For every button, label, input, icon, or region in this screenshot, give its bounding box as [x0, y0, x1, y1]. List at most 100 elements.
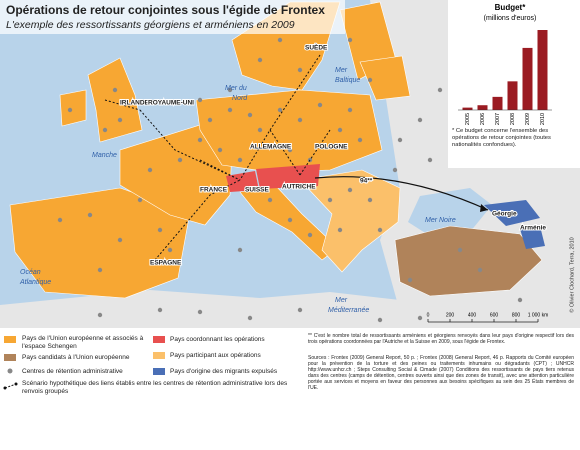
centre-dot: [257, 57, 263, 63]
detention-centres: [57, 37, 523, 323]
scale-label: 600: [490, 312, 499, 318]
country-label: ESPAGNE: [150, 260, 182, 267]
centre-dot: [197, 309, 203, 315]
centre-dot: [287, 217, 293, 223]
centre-dot: [337, 127, 343, 133]
sea-label: Méditerranée: [328, 307, 369, 314]
scale-bar: 0 200 400 600 800 1 000 km: [427, 312, 548, 323]
legend-text: Pays de l'Union européenne et associés à…: [22, 335, 144, 350]
centre-dot: [297, 67, 303, 73]
scale-label: 200: [446, 312, 455, 318]
centre-dot: [367, 197, 373, 203]
sea-label: Baltique: [335, 77, 360, 84]
chart-subtitle: (millions d'euros): [484, 15, 537, 22]
centre-dot: [377, 317, 383, 323]
centre-dot: [227, 87, 233, 93]
title: Opérations de retour conjointes sous l'é…: [6, 3, 325, 17]
centre-dot: [347, 37, 353, 43]
centre-dot: [57, 217, 63, 223]
centre-dot: [287, 147, 293, 153]
x-tick-label: 2010: [540, 113, 546, 125]
centre-dot: [137, 197, 143, 203]
centre-dot: [257, 127, 263, 133]
centre-dot: [197, 137, 203, 143]
centre-dot: [87, 212, 93, 218]
bar: [477, 105, 488, 110]
sea-label: Océan: [20, 269, 41, 276]
centre-dot: [357, 137, 363, 143]
legend-text: Scénario hypothétique des liens établis …: [22, 380, 288, 395]
centre-dot: [347, 187, 353, 193]
centre-dot: [97, 267, 103, 273]
legend-text: Centres de rétention administrative: [22, 368, 123, 375]
bar: [492, 96, 503, 110]
centre-dot: [477, 267, 483, 273]
swatch: [4, 336, 16, 343]
centre-dot: [197, 97, 203, 103]
country-label: AUTRICHE: [282, 184, 316, 191]
centre-dot: [267, 197, 273, 203]
centre-dot: [297, 117, 303, 123]
country-label: ROYAUME-UNI: [148, 100, 194, 107]
country-label: Géorgie: [492, 211, 517, 218]
centre-dot: [277, 37, 283, 43]
arrow-head: [480, 204, 488, 212]
scale-label: 800: [512, 312, 521, 318]
country-label: SUÈDE: [305, 43, 328, 52]
routes: [104, 54, 331, 261]
centre-dot: [117, 237, 123, 243]
centre-dot: [392, 167, 398, 173]
sea-label: Mer Noire: [425, 217, 456, 224]
centre-dot: [147, 167, 153, 173]
centre-dot: [347, 107, 353, 113]
x-tick-label: 2007: [495, 113, 501, 125]
sea-label: Nord: [232, 95, 248, 102]
legend-text: Pays d'origine des migrants expulsés: [170, 368, 278, 375]
sea-label: Mer: [335, 67, 348, 74]
sea-label: Mer du: [225, 85, 247, 92]
legend-dash: [4, 383, 17, 389]
centre-dot: [207, 117, 213, 123]
bar: [537, 30, 548, 110]
credit: © Olivier Clochard, Terra, 2010: [568, 237, 575, 312]
centre-dot: [167, 247, 173, 253]
centre-dot: [237, 247, 243, 253]
land-africa: [0, 290, 580, 328]
centre-dot: [112, 87, 118, 93]
swatch: [153, 368, 165, 375]
x-tick-label: 2005: [465, 113, 471, 125]
bar: [522, 47, 533, 110]
footnote: ** C'est le nombre total de ressortissan…: [308, 333, 574, 345]
centre-dot: [97, 312, 103, 318]
participant-countries: [299, 169, 401, 273]
georgia: [484, 200, 540, 226]
route-arrow: [314, 176, 489, 211]
black-sea: [408, 188, 492, 236]
centre-dot: [102, 127, 108, 133]
centre-dot: [247, 112, 253, 118]
sources: Sources : Frontex (2009) General Report,…: [308, 355, 574, 391]
centre-dot: [517, 297, 523, 303]
bar: [507, 81, 518, 110]
centre-dot: [437, 87, 443, 93]
country-label: POLOGNE: [315, 144, 348, 151]
centre-dot: [377, 227, 383, 233]
centre-dot: [367, 77, 373, 83]
centre-dot: [297, 307, 303, 313]
centre-dot: [117, 117, 123, 123]
scale-label: 400: [468, 312, 477, 318]
swatch: [4, 354, 16, 361]
scale-label: 0: [427, 312, 430, 318]
centre-dot: [237, 157, 243, 163]
centre-dot: [317, 102, 323, 108]
centre-dot: [337, 227, 343, 233]
swatch: [153, 336, 165, 343]
centre-dot: [397, 137, 403, 143]
chart-note: * Ce budget concerne l'ensemble des opér…: [452, 128, 551, 148]
country-label: ALLEMAGNE: [250, 144, 292, 151]
switzerland: [226, 171, 259, 192]
centre-dot: [157, 227, 163, 233]
centre-dot: [277, 107, 283, 113]
country-label: Arménie: [520, 225, 546, 232]
